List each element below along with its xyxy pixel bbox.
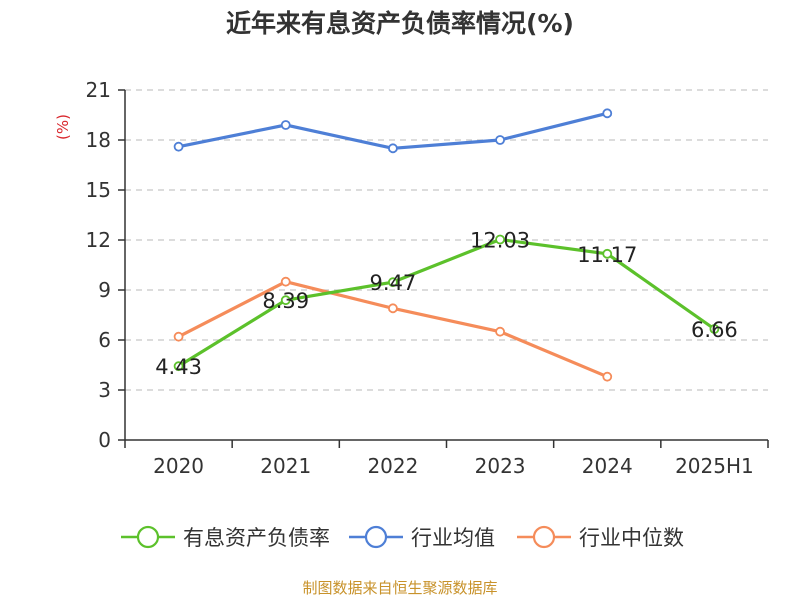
data-point: [280, 276, 291, 287]
y-tick-label: 21: [86, 78, 111, 102]
data-label: 4.43: [155, 355, 202, 379]
y-axis-unit-label: (%): [54, 114, 72, 140]
grid-lines: [125, 89, 768, 391]
data-point: [388, 303, 398, 314]
legend-marker-icon: [532, 525, 556, 549]
data-point: [173, 331, 184, 342]
legend-marker-icon: [364, 525, 388, 549]
x-tick-label: 2021: [260, 454, 311, 478]
x-tick-label: 2022: [367, 454, 418, 478]
data-labels: 4.43 8.39 9.47 12.03 11.17 6.66: [155, 229, 738, 380]
y-tick-label: 9: [98, 278, 111, 302]
data-point: [173, 361, 184, 372]
series-line: [178, 111, 608, 150]
series-line: [177, 280, 608, 379]
data-label: 9.47: [370, 271, 417, 295]
legend-marker-icon: [136, 525, 160, 549]
legend-label: 行业中位数: [579, 526, 684, 550]
y-tick-label: 3: [98, 378, 111, 402]
legend-item: 有息资产负债率: [121, 525, 330, 550]
data-label: 8.39: [262, 289, 309, 313]
legend: 有息资产负债率 行业均值 行业中位数: [121, 525, 684, 550]
data-point: [602, 371, 613, 382]
data-point: [173, 141, 184, 152]
data-point: [388, 277, 398, 288]
y-tick-label: 18: [86, 128, 111, 152]
legend-item: 行业中位数: [517, 525, 684, 550]
data-label: 12.03: [470, 229, 530, 253]
data-point: [602, 248, 613, 259]
legend-item: 行业均值: [349, 525, 495, 550]
y-tick-label: 12: [86, 228, 111, 252]
data-label: 11.17: [577, 243, 637, 267]
data-point: [388, 143, 398, 154]
data-label: 6.66: [691, 318, 738, 342]
data-point: [602, 108, 613, 119]
data-point: [709, 324, 720, 334]
y-tick-label: 6: [98, 328, 111, 352]
x-tick-label: 2023: [475, 454, 526, 478]
data-point: [280, 295, 291, 306]
x-tick-label: 2025H1: [675, 454, 754, 478]
y-tick-label: 15: [86, 178, 111, 202]
data-point: [495, 135, 505, 145]
source-note: 制图数据来自恒生聚源数据库: [302, 579, 497, 597]
series-line: [177, 237, 716, 368]
y-tick-label: 0: [98, 428, 111, 452]
axes: 0 3 6 9 12 15 18 21 2020 2021 2022 2023 2024 2025H1: [86, 78, 769, 478]
series-lines: [173, 108, 720, 382]
legend-label: 行业均值: [411, 526, 495, 550]
chart-title: 近年来有息资产负债率情况(%): [226, 9, 574, 38]
x-tick-label: 2024: [582, 454, 633, 478]
data-point: [280, 120, 291, 130]
x-tick-label: 2020: [153, 454, 204, 478]
legend-label: 有息资产负债率: [183, 526, 330, 550]
data-point: [495, 326, 505, 337]
data-point: [495, 234, 505, 245]
